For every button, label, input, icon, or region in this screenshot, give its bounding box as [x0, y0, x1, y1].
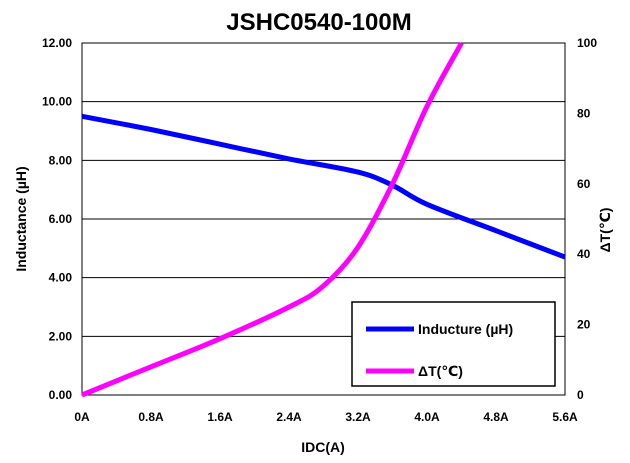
- y-tick-label: 6.00: [49, 212, 73, 226]
- x-tick-label: 3.2A: [345, 410, 371, 424]
- x-tick-label: 5.6A: [552, 410, 578, 424]
- right-axis-ticks: 0 20 40 60 80 100: [577, 36, 597, 402]
- x-tick-label: 4.0A: [414, 410, 440, 424]
- y-tick-label: 0.00: [49, 388, 73, 402]
- y-tick-label: 2.00: [49, 329, 73, 343]
- x-tick-label: 4.8A: [483, 410, 509, 424]
- y2-tick-label: 80: [577, 106, 591, 120]
- y-tick-label: 10.00: [42, 95, 72, 109]
- series-line-delta-t: [81, 41, 464, 398]
- series-line-inductance: [81, 113, 566, 260]
- y2-tick-label: 60: [577, 177, 591, 191]
- legend: Inducture (µH) ΔT(℃): [351, 301, 556, 387]
- plot-area-border: [81, 42, 566, 396]
- x-tick-label: 2.4A: [276, 410, 302, 424]
- x-axis-label: IDC(A): [301, 439, 345, 455]
- grid: [82, 101, 565, 337]
- y2-tick-label: 40: [577, 247, 591, 261]
- x-tick-label: 0.8A: [138, 410, 164, 424]
- y-tick-label: 4.00: [49, 271, 73, 285]
- legend-delta-t-label: ΔT(℃): [418, 363, 463, 379]
- legend-inductance-label: Inducture (µH): [418, 321, 513, 337]
- y-tick-label: 12.00: [42, 36, 72, 50]
- y2-axis-label: ΔT(℃): [597, 208, 613, 253]
- y-tick-label: 8.00: [49, 153, 73, 167]
- y2-tick-label: 100: [577, 36, 597, 50]
- x-tick-label: 0A: [74, 410, 90, 424]
- x-tick-label: 1.6A: [207, 410, 233, 424]
- y2-tick-label: 20: [577, 318, 591, 332]
- chart-title: JSHC0540-100M: [226, 9, 411, 36]
- left-axis-ticks: 0.00 2.00 4.00 6.00 8.00 10.00 12.00: [42, 36, 72, 402]
- x-axis-ticks: 0A 0.8A 1.6A 2.4A 3.2A 4.0A 4.8A 5.6A: [74, 410, 578, 424]
- y2-tick-label: 0: [577, 388, 584, 402]
- y-axis-label: Inductance (µH): [13, 166, 29, 271]
- series-lines: [81, 41, 566, 398]
